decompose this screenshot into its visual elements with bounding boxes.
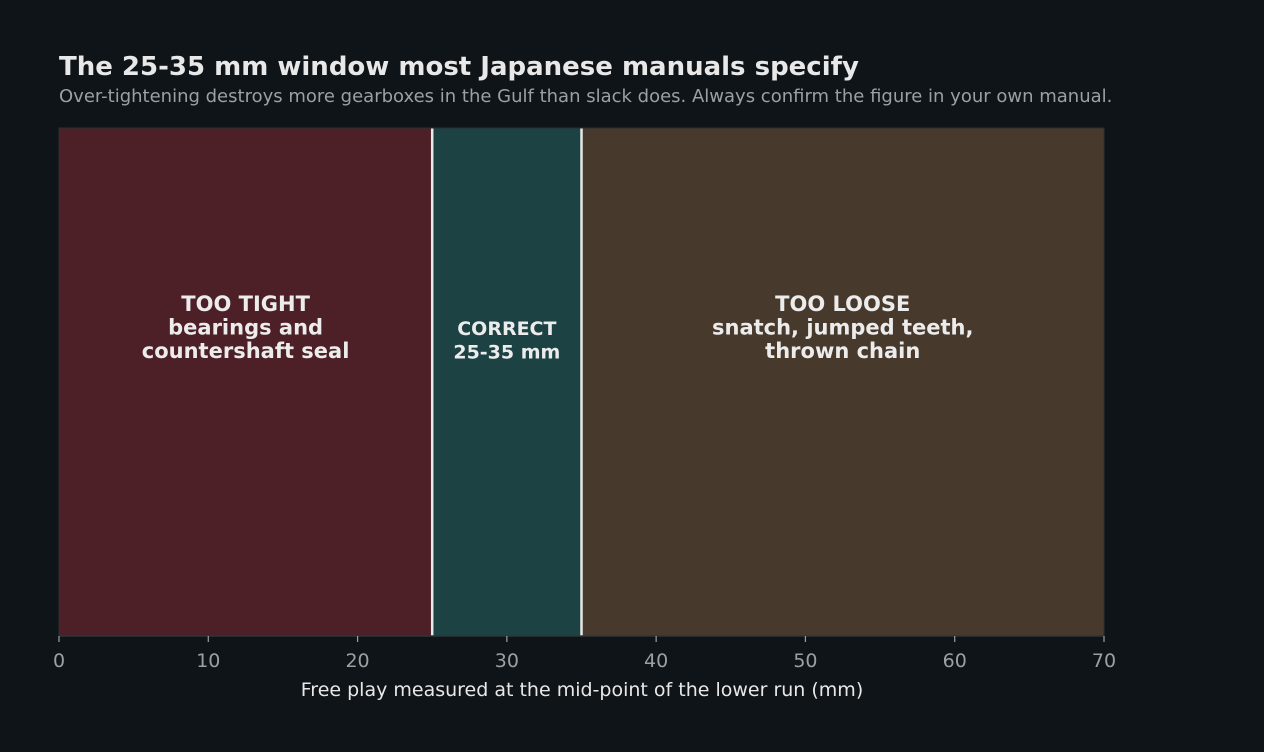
plot-frame <box>58 127 1105 637</box>
zone-correct-label: CORRECT 25-35 mm <box>453 318 560 364</box>
zone-too-loose-label-line: thrown chain <box>765 339 920 363</box>
x-axis: 0 10 20 30 40 50 60 70 <box>53 127 1116 672</box>
zone-correct-label-line: 25-35 mm <box>453 342 560 364</box>
x-tick-label: 50 <box>793 650 817 672</box>
x-tick-label: 20 <box>345 650 369 672</box>
chart-title: The 25-35 mm window most Japanese manual… <box>59 52 859 82</box>
x-tick-label: 40 <box>644 650 668 672</box>
zone-too-tight-label-line: bearings and <box>168 316 323 340</box>
x-tick-label: 0 <box>53 650 65 672</box>
x-tick-label: 60 <box>943 650 967 672</box>
zone-correct-band <box>432 128 582 636</box>
x-tick-label: 70 <box>1092 650 1116 672</box>
x-axis-label: Free play measured at the mid-point of t… <box>301 679 863 701</box>
chart-subtitle: Over-tightening destroys more gearboxes … <box>59 86 1112 107</box>
zone-too-loose-band <box>581 128 1104 636</box>
zone-too-tight-label: TOO TIGHT bearings and countershaft seal <box>142 292 350 363</box>
zone-too-loose-label: TOO LOOSE snatch, jumped teeth, thrown cha… <box>712 292 974 363</box>
zone-too-tight-label-line: TOO TIGHT <box>181 292 310 316</box>
zone-too-tight-label-line: countershaft seal <box>142 339 350 363</box>
zone-too-loose-label-line: TOO LOOSE <box>775 292 910 316</box>
x-tick-label: 30 <box>495 650 519 672</box>
zone-too-tight-band <box>59 128 433 636</box>
zone-too-loose-label-line: snatch, jumped teeth, <box>712 316 974 340</box>
zone-correct-label-line: CORRECT <box>457 318 556 340</box>
zones-layer <box>59 128 1104 636</box>
boundaries-layer <box>430 128 583 636</box>
x-tick-label: 10 <box>196 650 220 672</box>
zone-labels-layer: TOO TIGHT bearings and countershaft seal CO… <box>142 292 974 364</box>
